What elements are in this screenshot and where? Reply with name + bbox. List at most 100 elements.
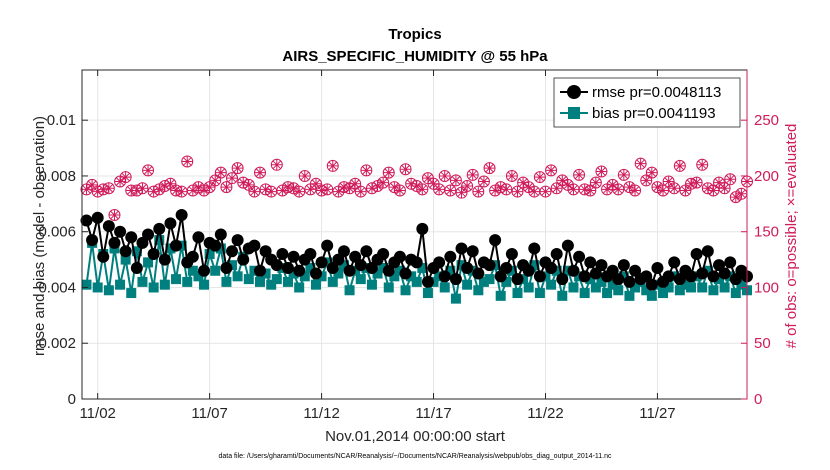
obs-evaluated-point xyxy=(422,172,434,184)
obs-evaluated-point xyxy=(730,191,742,203)
data-file-footer: data file: /Users/gharamti/Documents/NCA… xyxy=(218,453,612,460)
rmse-point xyxy=(651,261,664,274)
obs-evaluated-point xyxy=(416,183,428,195)
obs-evaluated-point xyxy=(534,171,546,183)
chart-subtitle: AIRS_SPECIFIC_HUMIDITY @ 55 hPa xyxy=(282,48,548,65)
x-tick-label: 11/02 xyxy=(79,405,115,422)
bias-point xyxy=(187,265,198,276)
obs-evaluated-point xyxy=(607,179,619,191)
obs-evaluated-point xyxy=(153,183,165,195)
obs-evaluated-point xyxy=(478,176,490,188)
obs-evaluated-point xyxy=(131,184,143,196)
rmse-point xyxy=(231,234,244,247)
bias-point xyxy=(255,276,266,287)
obs-evaluated-point xyxy=(232,162,244,174)
bias-point xyxy=(327,276,338,287)
y-axis-label-right: # of obs: o=possible; ×=evaluated xyxy=(783,124,800,349)
obs-evaluated-point xyxy=(181,155,193,167)
legend: rmse pr=0.0048113 bias pr=0.0041193 xyxy=(553,77,741,128)
obs-evaluated-point xyxy=(176,186,188,198)
x-tick-label: 11/17 xyxy=(415,405,451,422)
rmse-point xyxy=(97,250,110,263)
rmse-point xyxy=(584,256,597,269)
bias-point xyxy=(221,276,232,287)
obs-evaluated-point xyxy=(377,177,389,189)
obs-evaluated-point xyxy=(719,182,731,194)
bias-point xyxy=(383,282,394,293)
rmse-point xyxy=(528,242,541,255)
rmse-point xyxy=(438,270,451,283)
bias-point xyxy=(674,285,685,296)
obs-evaluated-point xyxy=(674,160,686,172)
y-right-tick-label: 50 xyxy=(754,335,771,352)
bias-point xyxy=(708,285,719,296)
bias-point xyxy=(534,288,545,299)
y-tick-label: 0.004 xyxy=(38,279,76,296)
obs-evaluated-point xyxy=(120,171,132,183)
rmse-point xyxy=(623,275,636,288)
rmse-point xyxy=(214,228,227,241)
legend-rmse-label: rmse pr=0.0048113 xyxy=(592,84,721,101)
bias-point xyxy=(260,268,271,279)
rmse-point xyxy=(573,250,586,263)
rmse-point xyxy=(662,270,675,283)
bias-point xyxy=(607,279,618,290)
rmse-point xyxy=(248,239,261,252)
rmse-point xyxy=(668,256,681,269)
bias-point xyxy=(378,262,389,273)
obs-evaluated-point xyxy=(635,158,647,170)
bias-point xyxy=(630,282,641,293)
bias-point xyxy=(344,285,355,296)
legend-rmse-marker xyxy=(567,85,581,99)
y-tick-label: 0.006 xyxy=(38,224,76,241)
rmse-point xyxy=(701,245,714,258)
bias-point xyxy=(271,274,282,285)
obs-evaluated-point xyxy=(545,164,557,176)
obs-evaluated-point xyxy=(349,178,361,190)
rmse-point xyxy=(421,275,434,288)
obs-evaluated-point xyxy=(209,174,221,186)
rmse-point xyxy=(281,261,294,274)
obs-evaluated-point xyxy=(411,180,423,192)
obs-evaluated-point xyxy=(500,183,512,195)
x-axis-label: Nov.01,2014 00:00:00 start xyxy=(325,428,506,445)
rmse-point xyxy=(343,264,356,277)
legend-box xyxy=(553,77,741,128)
obs-evaluated-point xyxy=(327,160,339,172)
bias-point xyxy=(456,260,467,271)
y-right-tick-label: 250 xyxy=(754,112,779,129)
obs-evaluated-point xyxy=(237,177,249,189)
bias-point xyxy=(338,260,349,271)
bias-point xyxy=(355,274,366,285)
rmse-point xyxy=(567,264,580,277)
bias-point xyxy=(137,276,148,287)
bias-point xyxy=(702,265,713,276)
obs-evaluated-point xyxy=(92,186,104,198)
obs-evaluated-point xyxy=(388,181,400,193)
rmse-point xyxy=(186,250,199,263)
bias-point xyxy=(736,279,747,290)
rmse-point xyxy=(645,278,658,291)
obs-evaluated-point xyxy=(629,184,641,196)
rmse-point xyxy=(102,220,115,233)
y-right-tick-label: 0 xyxy=(754,391,762,408)
bias-point xyxy=(484,274,495,285)
obs-evaluated-point xyxy=(713,177,725,189)
bias-point xyxy=(602,288,613,299)
bias-point xyxy=(126,288,137,299)
bias-point xyxy=(641,285,652,296)
obs-evaluated-point xyxy=(332,186,344,198)
rmse-point xyxy=(119,245,132,258)
obs-evaluated-point xyxy=(159,180,171,192)
obs-evaluated-point xyxy=(668,182,680,194)
rmse-point xyxy=(522,264,535,277)
obs-evaluated-point xyxy=(271,159,283,171)
bias-point xyxy=(551,265,562,276)
bias-point xyxy=(714,274,725,285)
bias-point xyxy=(613,285,624,296)
obs-evaluated-point xyxy=(321,183,333,195)
rmse-point xyxy=(617,259,630,272)
obs-evaluated-point xyxy=(523,181,535,193)
bias-point xyxy=(372,268,383,279)
bias-point xyxy=(501,276,512,287)
